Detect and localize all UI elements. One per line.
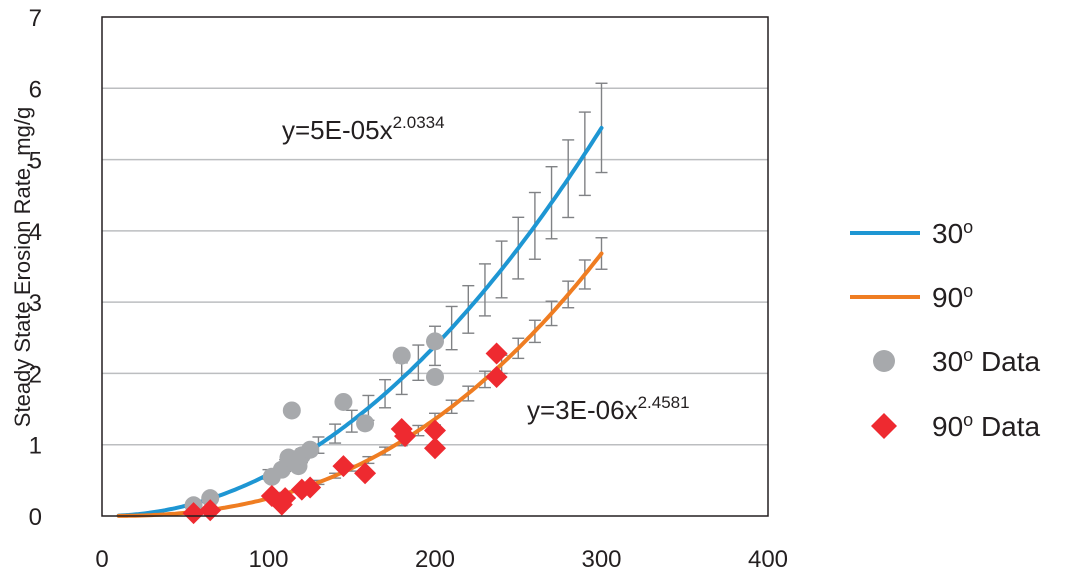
gridlines (102, 87, 768, 446)
data-point-90 (354, 462, 377, 485)
data-point-90 (485, 365, 508, 388)
data-point-90 (332, 455, 355, 478)
equation-90-exponent: 2.4581 (638, 393, 690, 412)
data-point-30 (301, 440, 320, 459)
data-point-30 (201, 489, 220, 508)
data-point-30 (392, 346, 411, 365)
data-points (182, 332, 508, 525)
legend: 30o 90o 30o Data 90o Data (850, 217, 1041, 442)
legend-label-90-fit: 90o (932, 281, 973, 313)
y-tick-label: 1 (29, 433, 42, 460)
x-tick-label: 400 (748, 546, 788, 573)
fit-curves (116, 125, 604, 518)
equation-30-base: y=5E-05x (282, 115, 393, 145)
y-tick-label: 0 (29, 504, 42, 531)
x-tick-labels: 0 100 200 300 400 (95, 546, 788, 573)
data-point-90 (424, 419, 446, 442)
fit-curve-30 (116, 125, 604, 518)
data-point-90 (182, 502, 205, 525)
y-axis-title: Steady State Erosion Rate, mg/g (10, 107, 35, 427)
y-tick-labels: 0 1 2 3 4 5 6 7 (29, 5, 42, 531)
y-tick-label: 7 (29, 5, 42, 32)
equation-30-exponent: 2.0334 (393, 113, 445, 132)
y-tick-label: 4 (29, 219, 42, 246)
legend-label-30-fit: 30o (932, 217, 973, 249)
equation-90: y=3E-06x2.4581 (527, 393, 690, 425)
y-tick-label: 3 (29, 290, 42, 317)
data-point-30 (334, 392, 353, 411)
x-tick-label: 200 (415, 546, 455, 573)
data-point-90 (274, 487, 297, 510)
data-point-30 (282, 401, 301, 420)
data-point-90 (299, 476, 322, 499)
legend-label-90-data: 90o Data (932, 410, 1041, 442)
plot-frame (101, 16, 769, 517)
data-point-90 (485, 342, 508, 365)
y-tick-label: 2 (29, 361, 42, 388)
data-point-90 (424, 437, 446, 460)
x-tick-label: 100 (248, 546, 288, 573)
legend-marker-90-data (871, 413, 897, 439)
data-point-30 (426, 332, 444, 351)
equation-90-base: y=3E-06x (527, 395, 638, 425)
legend-marker-30-data (873, 350, 895, 372)
x-tick-label: 0 (95, 546, 108, 573)
x-tick-label: 300 (581, 546, 621, 573)
equation-30: y=5E-05x2.0334 (282, 113, 445, 145)
legend-label-30-data: 30o Data (932, 345, 1041, 377)
y-tick-label: 5 (29, 148, 42, 175)
data-point-30 (356, 414, 375, 433)
data-point-90 (394, 425, 417, 448)
y-tick-label: 6 (29, 76, 42, 103)
data-point-30 (426, 367, 444, 386)
